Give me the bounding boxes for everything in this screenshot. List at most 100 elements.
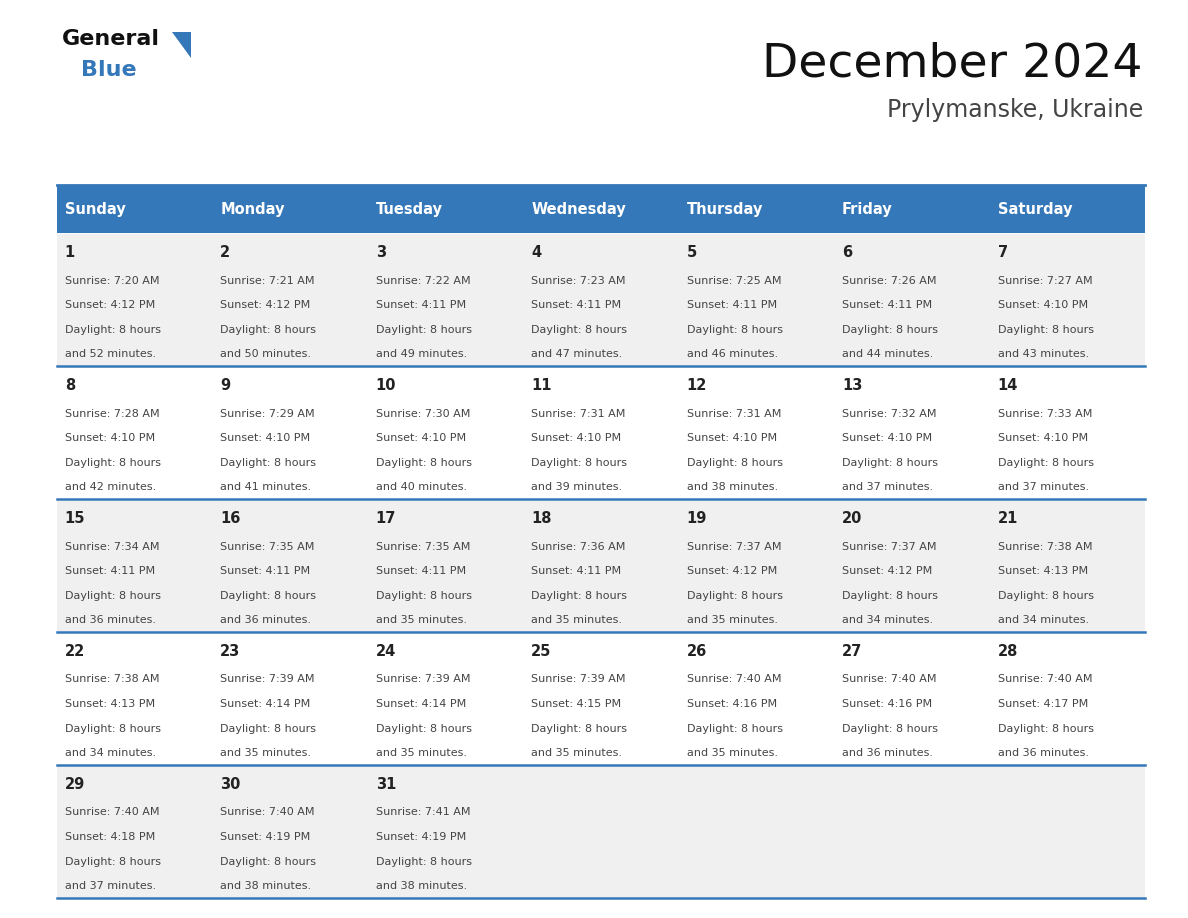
Text: Daylight: 8 hours: Daylight: 8 hours	[998, 458, 1093, 468]
Text: 29: 29	[65, 777, 86, 792]
Text: and 34 minutes.: and 34 minutes.	[65, 748, 156, 758]
Text: Sunrise: 7:22 AM: Sunrise: 7:22 AM	[375, 275, 470, 285]
Text: Sunset: 4:13 PM: Sunset: 4:13 PM	[998, 566, 1088, 577]
Text: and 47 minutes.: and 47 minutes.	[531, 350, 623, 360]
Bar	[57, 233, 1145, 366]
Text: 22: 22	[65, 644, 86, 659]
Text: Blue: Blue	[81, 60, 137, 80]
Text: 7: 7	[998, 245, 1007, 260]
Text: 9: 9	[220, 378, 230, 393]
Text: and 38 minutes.: and 38 minutes.	[220, 881, 311, 891]
Text: Sunset: 4:10 PM: Sunset: 4:10 PM	[220, 433, 310, 443]
Text: Sunrise: 7:32 AM: Sunrise: 7:32 AM	[842, 409, 936, 419]
Text: Sunset: 4:15 PM: Sunset: 4:15 PM	[531, 700, 621, 709]
Text: Sunset: 4:11 PM: Sunset: 4:11 PM	[531, 566, 621, 577]
Text: Sunrise: 7:39 AM: Sunrise: 7:39 AM	[375, 675, 470, 685]
Text: 12: 12	[687, 378, 707, 393]
Text: Prylymanske, Ukraine: Prylymanske, Ukraine	[886, 98, 1143, 122]
Text: Sunrise: 7:40 AM: Sunrise: 7:40 AM	[998, 675, 1092, 685]
Text: Daylight: 8 hours: Daylight: 8 hours	[65, 325, 160, 335]
Text: Daylight: 8 hours: Daylight: 8 hours	[375, 723, 472, 733]
Text: and 37 minutes.: and 37 minutes.	[65, 881, 156, 891]
Text: and 46 minutes.: and 46 minutes.	[687, 350, 778, 360]
Text: Sunset: 4:17 PM: Sunset: 4:17 PM	[998, 700, 1088, 709]
Text: Sunset: 4:11 PM: Sunset: 4:11 PM	[687, 300, 777, 310]
Text: Sunset: 4:19 PM: Sunset: 4:19 PM	[220, 832, 310, 842]
Text: 21: 21	[998, 511, 1018, 526]
Text: 16: 16	[220, 511, 241, 526]
Text: Sunrise: 7:38 AM: Sunrise: 7:38 AM	[998, 542, 1092, 552]
Text: December 2024: December 2024	[763, 41, 1143, 86]
Text: and 50 minutes.: and 50 minutes.	[220, 350, 311, 360]
Text: Sunrise: 7:41 AM: Sunrise: 7:41 AM	[375, 808, 470, 817]
Text: 20: 20	[842, 511, 862, 526]
Text: 5: 5	[687, 245, 697, 260]
Text: Daylight: 8 hours: Daylight: 8 hours	[375, 591, 472, 600]
Text: Sunset: 4:19 PM: Sunset: 4:19 PM	[375, 832, 466, 842]
Text: Sunset: 4:10 PM: Sunset: 4:10 PM	[998, 300, 1088, 310]
Text: Sunrise: 7:36 AM: Sunrise: 7:36 AM	[531, 542, 626, 552]
Text: Daylight: 8 hours: Daylight: 8 hours	[375, 458, 472, 468]
Text: and 36 minutes.: and 36 minutes.	[998, 748, 1088, 758]
Text: Sunset: 4:11 PM: Sunset: 4:11 PM	[842, 300, 933, 310]
Text: Sunset: 4:10 PM: Sunset: 4:10 PM	[998, 433, 1088, 443]
Text: Sunset: 4:10 PM: Sunset: 4:10 PM	[65, 433, 154, 443]
Text: 23: 23	[220, 644, 240, 659]
Text: 18: 18	[531, 511, 551, 526]
Text: and 37 minutes.: and 37 minutes.	[842, 483, 934, 492]
Text: Daylight: 8 hours: Daylight: 8 hours	[220, 723, 316, 733]
Text: Sunrise: 7:25 AM: Sunrise: 7:25 AM	[687, 275, 782, 285]
Text: Daylight: 8 hours: Daylight: 8 hours	[842, 591, 939, 600]
Text: Daylight: 8 hours: Daylight: 8 hours	[531, 723, 627, 733]
Text: and 36 minutes.: and 36 minutes.	[220, 615, 311, 625]
Text: Friday: Friday	[842, 202, 893, 217]
Text: 17: 17	[375, 511, 396, 526]
Text: Wednesday: Wednesday	[531, 202, 626, 217]
Text: Daylight: 8 hours: Daylight: 8 hours	[65, 723, 160, 733]
Text: Daylight: 8 hours: Daylight: 8 hours	[531, 325, 627, 335]
Text: Sunrise: 7:40 AM: Sunrise: 7:40 AM	[687, 675, 782, 685]
Text: and 36 minutes.: and 36 minutes.	[842, 748, 933, 758]
Text: and 35 minutes.: and 35 minutes.	[687, 748, 778, 758]
Text: and 35 minutes.: and 35 minutes.	[375, 748, 467, 758]
Text: 1: 1	[65, 245, 75, 260]
Text: Sunset: 4:12 PM: Sunset: 4:12 PM	[65, 300, 156, 310]
Text: Sunset: 4:11 PM: Sunset: 4:11 PM	[65, 566, 154, 577]
Text: Sunset: 4:11 PM: Sunset: 4:11 PM	[220, 566, 310, 577]
Text: and 37 minutes.: and 37 minutes.	[998, 483, 1088, 492]
Text: Daylight: 8 hours: Daylight: 8 hours	[220, 458, 316, 468]
Text: Sunrise: 7:34 AM: Sunrise: 7:34 AM	[65, 542, 159, 552]
Text: and 35 minutes.: and 35 minutes.	[531, 615, 623, 625]
Text: Daylight: 8 hours: Daylight: 8 hours	[998, 723, 1093, 733]
Text: Daylight: 8 hours: Daylight: 8 hours	[687, 591, 783, 600]
Text: Sunset: 4:13 PM: Sunset: 4:13 PM	[65, 700, 154, 709]
Text: Monday: Monday	[220, 202, 285, 217]
Text: General: General	[62, 29, 159, 50]
Text: Sunrise: 7:26 AM: Sunrise: 7:26 AM	[842, 275, 936, 285]
Text: Sunrise: 7:37 AM: Sunrise: 7:37 AM	[687, 542, 782, 552]
Text: 28: 28	[998, 644, 1018, 659]
Text: and 35 minutes.: and 35 minutes.	[531, 748, 623, 758]
Text: 8: 8	[65, 378, 75, 393]
Text: 31: 31	[375, 777, 396, 792]
Text: and 39 minutes.: and 39 minutes.	[531, 483, 623, 492]
Text: Sunset: 4:11 PM: Sunset: 4:11 PM	[375, 300, 466, 310]
Text: Thursday: Thursday	[687, 202, 763, 217]
Text: Sunrise: 7:35 AM: Sunrise: 7:35 AM	[375, 542, 470, 552]
Text: Sunset: 4:12 PM: Sunset: 4:12 PM	[220, 300, 310, 310]
Text: and 38 minutes.: and 38 minutes.	[687, 483, 778, 492]
Text: and 35 minutes.: and 35 minutes.	[687, 615, 778, 625]
Text: and 52 minutes.: and 52 minutes.	[65, 350, 156, 360]
Text: Sunrise: 7:30 AM: Sunrise: 7:30 AM	[375, 409, 470, 419]
Text: Sunset: 4:10 PM: Sunset: 4:10 PM	[531, 433, 621, 443]
Text: Sunset: 4:12 PM: Sunset: 4:12 PM	[687, 566, 777, 577]
Text: and 40 minutes.: and 40 minutes.	[375, 483, 467, 492]
Text: Sunset: 4:10 PM: Sunset: 4:10 PM	[842, 433, 933, 443]
Text: 3: 3	[375, 245, 386, 260]
Text: Sunrise: 7:39 AM: Sunrise: 7:39 AM	[531, 675, 626, 685]
Text: Daylight: 8 hours: Daylight: 8 hours	[842, 458, 939, 468]
Text: 14: 14	[998, 378, 1018, 393]
Text: and 38 minutes.: and 38 minutes.	[375, 881, 467, 891]
Text: Daylight: 8 hours: Daylight: 8 hours	[65, 458, 160, 468]
Text: Saturday: Saturday	[998, 202, 1072, 217]
